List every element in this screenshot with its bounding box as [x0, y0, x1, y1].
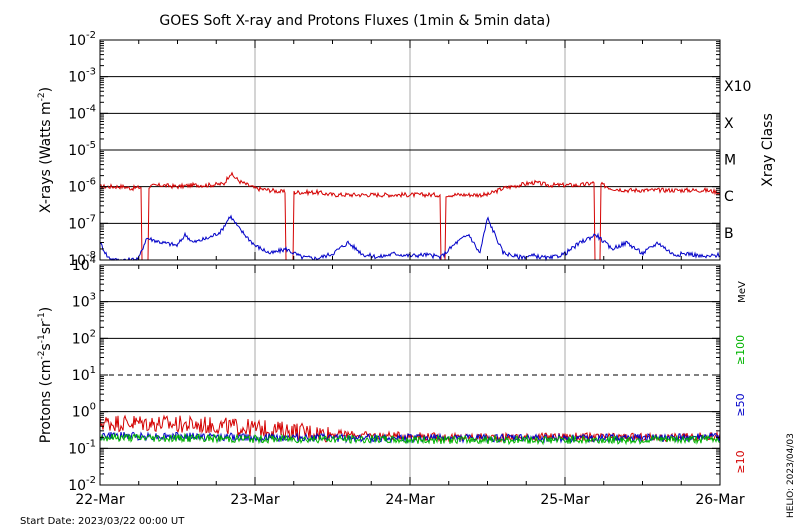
xray-grid: [100, 40, 720, 260]
xray-class-x10: X10: [724, 79, 751, 95]
y-tick-label: 101: [72, 365, 96, 384]
proton-y-axis-label-sr: sr: [38, 321, 54, 334]
proton-energy-label: ≥10: [734, 450, 747, 473]
xray-class-labels: X10 X M C B: [724, 79, 751, 242]
xray-class-axis-label: Xray Class: [760, 113, 776, 187]
y-tick-label: 104: [72, 255, 96, 274]
xray-panel: 10-2 10-3 10-4 10-5 10-6 10-7 10-8 X10 X M C B X-r…: [37, 30, 776, 269]
proton-grid: [100, 265, 720, 485]
xray-y-axis-label-sup: -2: [37, 92, 47, 101]
y-tick-label: 100: [72, 402, 96, 421]
y-tick-label: 10-7: [68, 213, 96, 232]
xray-y-ticks: 10-2 10-3 10-4 10-5 10-6 10-7 10-8: [68, 30, 720, 269]
flux-series-line: [99, 171, 721, 261]
x-tick-label: 23-Mar: [230, 492, 280, 508]
xray-y-axis-label: X-rays (Watts m-2): [37, 87, 54, 213]
proton-y-axis-label-sup1: -2: [37, 351, 47, 360]
proton-y-axis-label-s: s: [38, 343, 54, 350]
proton-energy-labels: ≥100 ≥50 ≥10: [734, 335, 747, 474]
y-tick-label: 10-1: [68, 438, 96, 457]
chart-title: GOES Soft X-ray and Protons Fluxes (1min…: [159, 13, 550, 29]
y-tick-label: 10-2: [68, 475, 96, 494]
y-tick-label: 10-3: [68, 67, 96, 86]
x-tick-label: 24-Mar: [385, 492, 435, 508]
y-tick-label: 10-4: [68, 103, 96, 122]
xray-class-x: X: [724, 116, 734, 132]
proton-energy-label: ≥50: [734, 393, 747, 416]
proton-y-axis-label-sup3: -1: [37, 312, 47, 321]
y-tick-label: 102: [72, 328, 96, 347]
x-axis-ticks: 22-Mar 23-Mar 24-Mar 25-Mar 26-Mar: [75, 40, 745, 508]
xray-class-b: B: [724, 226, 734, 242]
y-tick-label: 10-2: [68, 30, 96, 49]
proton-y-axis-label: Protons (cm-2s-1sr-1): [37, 307, 54, 443]
x-tick-label: 25-Mar: [540, 492, 590, 508]
y-tick-label: 10-5: [68, 140, 96, 159]
proton-y-ticks: 104 103 102 101 100 10-1 10-2: [68, 255, 720, 494]
x-tick-label: 26-Mar: [695, 492, 745, 508]
proton-energy-label: ≥100: [734, 335, 747, 365]
start-date-label: Start Date: 2023/03/22 00:00 UT: [20, 516, 185, 527]
proton-y-axis-label-end: ): [38, 307, 54, 312]
xray-class-c: C: [724, 189, 734, 205]
x-tick-label: 22-Mar: [75, 492, 125, 508]
xray-y-axis-label-end: ): [38, 87, 54, 92]
proton-y-axis-label-sup2: -1: [37, 334, 47, 343]
proton-series: [99, 414, 721, 446]
flux-series-line: [99, 432, 721, 446]
proton-unit-label: MeV: [737, 281, 748, 303]
y-tick-label: 103: [72, 292, 96, 311]
proton-y-axis-label-main: Protons (cm: [38, 360, 54, 444]
xray-y-axis-label-main: X-rays (Watts m: [38, 101, 54, 213]
y-tick-label: 10-8: [68, 250, 96, 269]
flux-series-line: [99, 431, 721, 444]
xray-class-m: M: [724, 153, 736, 169]
helio-date-stamp: HELIO: 2023/04/03: [786, 433, 796, 518]
y-tick-label: 10-6: [68, 177, 96, 196]
